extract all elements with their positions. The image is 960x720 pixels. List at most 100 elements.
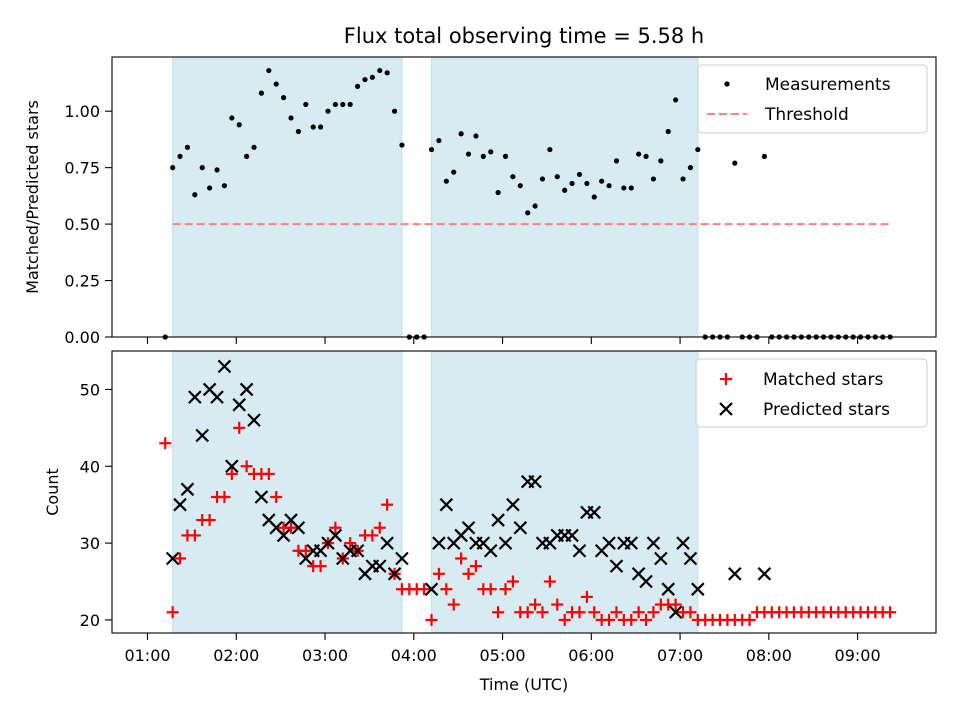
matched-star-point — [884, 606, 897, 619]
matched-star-point — [373, 521, 386, 534]
matched-star-point — [166, 606, 179, 619]
predicted-star-point — [654, 551, 668, 566]
predicted-star-point — [217, 359, 232, 374]
count-x-tick-label: 08:00 — [746, 646, 792, 665]
measurement-point — [458, 131, 464, 137]
predicted-star-point — [676, 536, 690, 550]
observing-windows-bottom — [172, 350, 699, 634]
measurement-point — [502, 153, 509, 159]
matched-star-point — [743, 613, 756, 626]
predicted-star-point — [728, 567, 742, 581]
matched-star-point — [462, 567, 475, 580]
matched-star-point — [314, 560, 327, 573]
measurement-point — [273, 81, 279, 87]
matched-star-point — [669, 598, 682, 611]
matched-star-point — [447, 598, 460, 611]
predicted-star-point — [461, 520, 476, 535]
count-y-tick-label: 20 — [80, 611, 100, 630]
matched-star-point — [285, 521, 298, 534]
predicted-star-point — [276, 528, 291, 543]
measurement-point — [332, 101, 338, 108]
matched-star-point — [536, 606, 549, 619]
measurement-point — [384, 70, 390, 76]
matched-star-point — [159, 437, 172, 450]
measurement-point — [687, 165, 694, 171]
predicted-star-point — [602, 536, 616, 550]
matched-star-point — [551, 598, 564, 611]
matched-star-point — [455, 552, 468, 565]
measurement-point — [473, 133, 479, 139]
measurement-point — [340, 101, 346, 108]
measurement-point — [236, 122, 242, 128]
measurement-point — [281, 95, 287, 101]
legend-predicted-label: Predicted stars — [763, 400, 890, 420]
count-x-tick-label: 07:00 — [657, 646, 703, 665]
predicted-star-point — [757, 567, 772, 581]
predicted-star-point — [291, 520, 306, 535]
measurement-point — [325, 108, 331, 114]
measurement-point — [539, 176, 546, 182]
legend-matched-label: Matched stars — [763, 370, 883, 390]
measurement-point — [192, 192, 198, 198]
matched-star-point — [299, 544, 312, 557]
legend-matched-marker — [720, 373, 732, 385]
observing-window — [172, 350, 403, 634]
predicted-star-point — [328, 528, 343, 543]
matched-star-point — [521, 606, 534, 619]
observing-window — [172, 56, 403, 338]
matched-star-point — [188, 529, 201, 542]
predicted-star-point — [232, 398, 247, 412]
matched-star-point — [270, 490, 283, 503]
predicted-star-point — [210, 390, 224, 404]
measurement-point — [199, 165, 205, 171]
ratio-plot-frame — [111, 56, 937, 338]
measurement-point — [244, 153, 250, 159]
measurement-point — [665, 128, 671, 135]
predicted-star-point — [439, 497, 454, 512]
ratio-y-tick-label: 0.75 — [64, 159, 100, 178]
measurement-point — [221, 183, 228, 189]
predicted-star-point — [225, 459, 239, 474]
predicted-star-point — [506, 497, 520, 512]
ratio-y-axis-label: Matched/Predicted stars — [23, 100, 42, 294]
count-points — [159, 359, 897, 626]
predicted-star-point — [165, 551, 180, 566]
measurement-point — [547, 146, 553, 153]
matched-star-point — [573, 606, 586, 619]
matched-star-point — [684, 606, 697, 619]
predicted-star-point — [528, 474, 542, 489]
legend-measurements-marker — [724, 81, 730, 87]
measurement-point — [554, 174, 560, 180]
matched-star-point — [632, 606, 645, 619]
matched-star-point — [469, 560, 482, 573]
measurement-point — [525, 210, 531, 216]
count-y-tick-label: 40 — [80, 457, 100, 476]
measurement-point — [761, 153, 767, 159]
count-x-tick-label: 03:00 — [302, 646, 348, 665]
measurement-point — [673, 97, 679, 103]
legend-measurements-label: Measurements — [765, 75, 891, 95]
measurement-point — [354, 83, 361, 89]
matched-star-point — [203, 514, 216, 527]
measurement-point — [428, 146, 435, 153]
measurement-point — [576, 171, 583, 178]
matched-star-point — [543, 575, 556, 588]
measurement-point — [295, 128, 301, 135]
predicted-star-point — [565, 528, 579, 543]
matched-star-point — [174, 552, 187, 565]
measurement-point — [732, 160, 738, 166]
measurement-point — [369, 74, 375, 80]
matched-star-point — [225, 467, 238, 480]
count-y-tick-label: 50 — [80, 380, 100, 399]
measurement-point — [569, 180, 575, 187]
measurement-point — [658, 158, 664, 164]
predicted-star-point — [491, 513, 505, 527]
measurement-point — [695, 146, 701, 153]
matched-star-point — [588, 606, 601, 619]
matched-star-point — [240, 460, 253, 473]
predicted-star-point — [239, 382, 254, 397]
count-plot-frame — [111, 350, 937, 634]
predicted-star-point — [498, 536, 513, 550]
matched-star-point — [558, 613, 571, 626]
matched-star-point — [640, 613, 653, 626]
